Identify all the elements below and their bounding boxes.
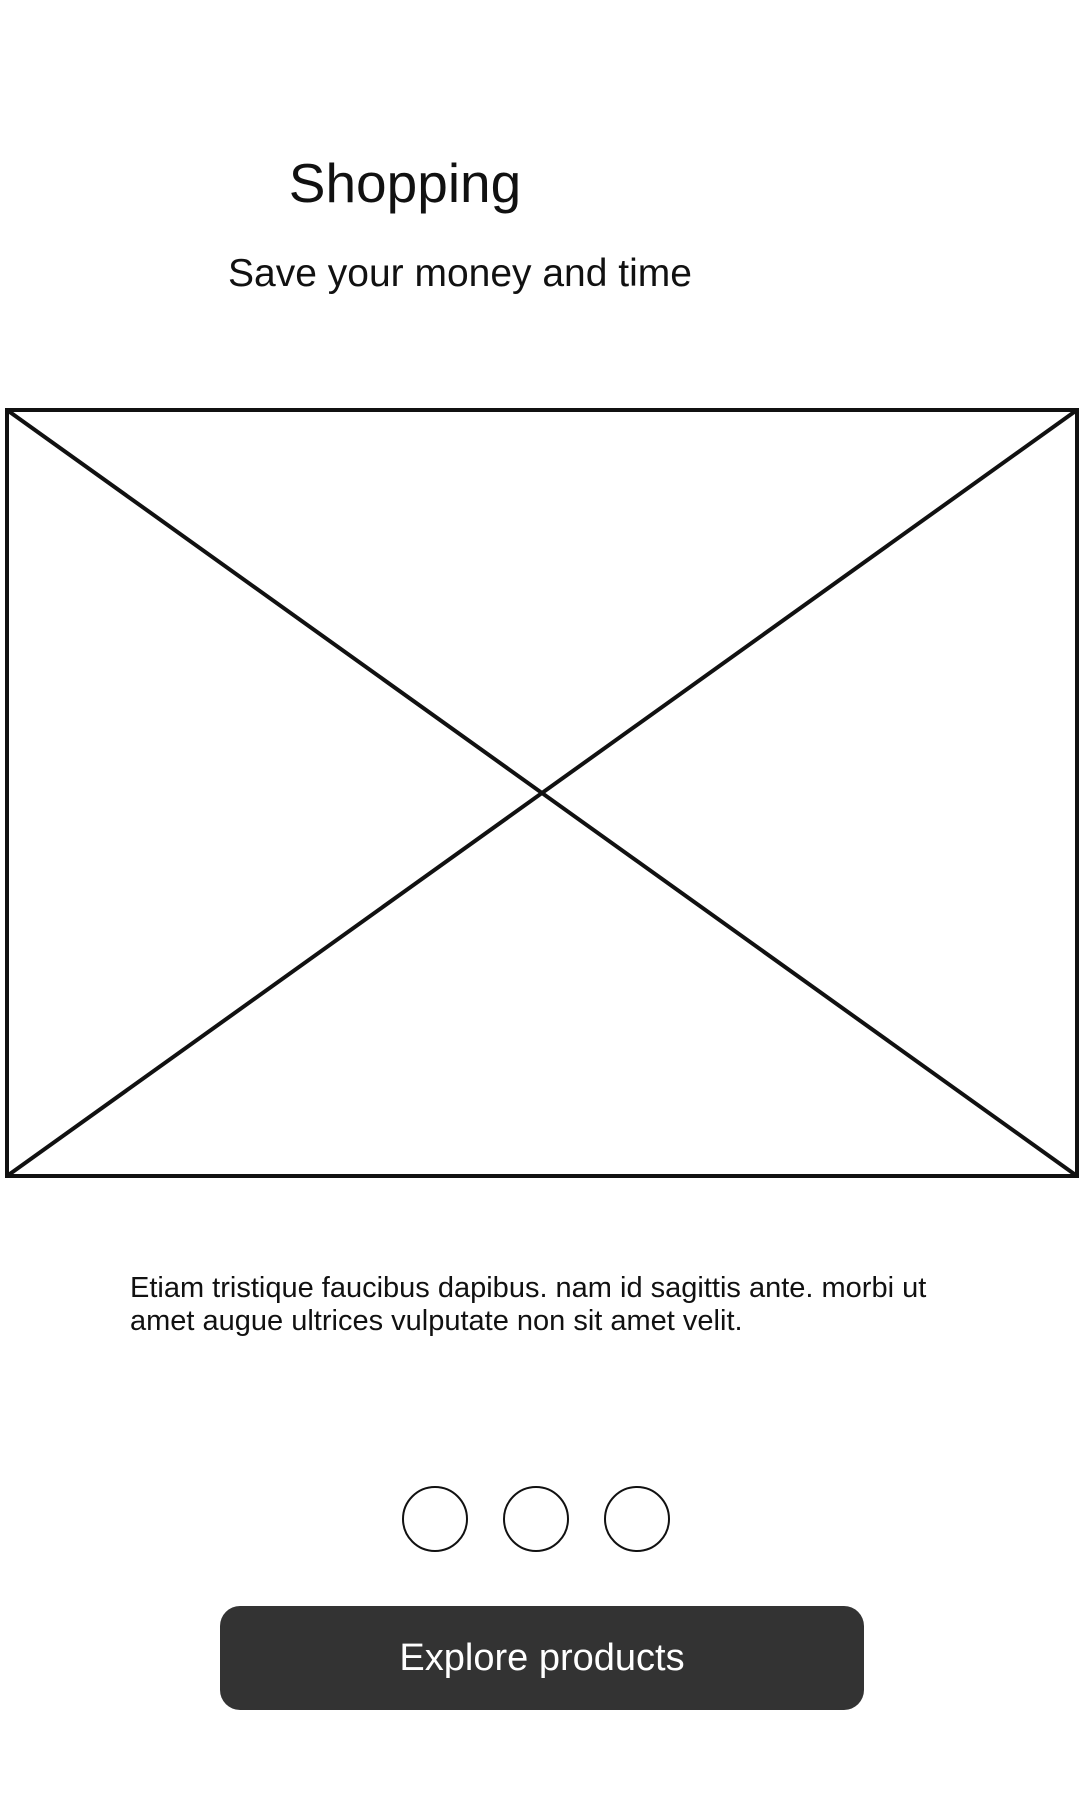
page-dot-3[interactable] — [604, 1486, 670, 1552]
hero-image-placeholder — [5, 408, 1079, 1178]
page-dot-1[interactable] — [402, 1486, 468, 1552]
description-text: Etiam tristique faucibus dapibus. nam id… — [130, 1272, 927, 1337]
explore-products-button[interactable]: Explore products — [220, 1606, 864, 1710]
image-placeholder-icon — [5, 408, 1079, 1178]
page-subtitle: Save your money and time — [228, 252, 692, 295]
page-title: Shopping — [288, 152, 522, 214]
page-indicator — [402, 1486, 670, 1552]
page-dot-2[interactable] — [503, 1486, 569, 1552]
image-placeholder-diagonal-2 — [5, 408, 1079, 1178]
